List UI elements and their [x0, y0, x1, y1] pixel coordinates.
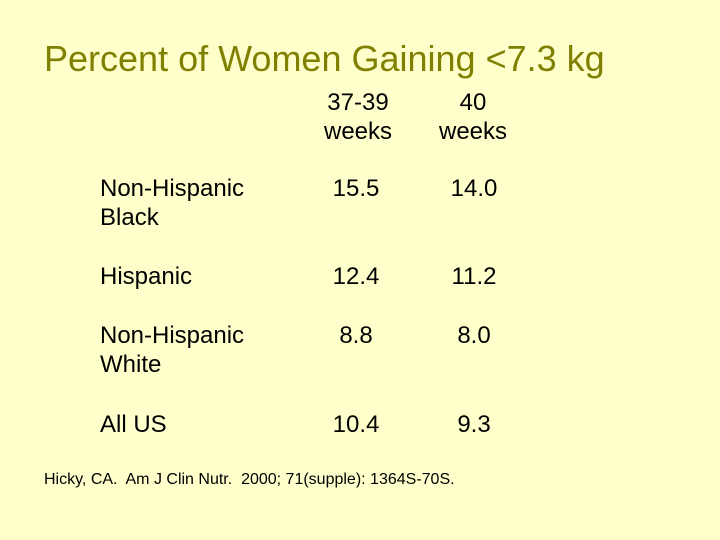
citation: Hicky, CA. Am J Clin Nutr. 2000; 71(supp…: [44, 471, 455, 488]
row-label-non-hispanic-white: Non-Hispanic White: [100, 322, 245, 378]
column-header-40-weeks: 40 weeks: [438, 89, 508, 145]
row-label-hispanic: Hispanic: [100, 263, 193, 290]
table-cell: 15.5: [332, 175, 380, 202]
column-header-37-39-weeks: 37-39 weeks: [323, 89, 393, 145]
slide-title: Percent of Women Gaining <7.3 kg: [44, 38, 605, 79]
table-cell: 10.4: [332, 411, 380, 438]
table-cell: 8.8: [339, 322, 373, 349]
table-cell: 8.0: [457, 322, 491, 349]
table-cell: 9.3: [457, 411, 491, 438]
table-cell: 14.0: [450, 175, 498, 202]
row-label-all-us: All US: [100, 411, 167, 438]
table-cell: 12.4: [332, 263, 380, 290]
row-label-non-hispanic-black: Non-Hispanic Black: [100, 175, 245, 231]
table-cell: 11.2: [451, 263, 497, 290]
